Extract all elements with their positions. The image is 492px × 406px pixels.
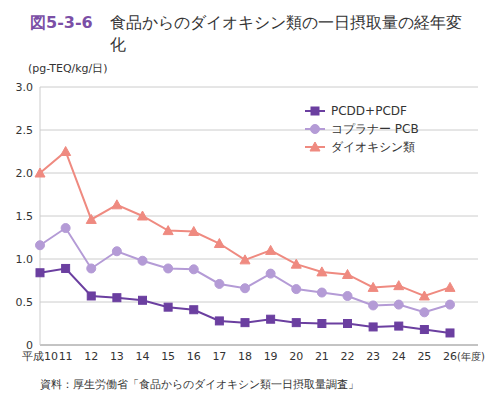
point xyxy=(241,284,250,293)
x-tick-label: 18 xyxy=(238,350,252,363)
source: 資料：厚生労働省「食品からのダイオキシン類一日摂取量調査」 xyxy=(40,378,359,391)
point xyxy=(394,281,404,290)
y-tick-label: 0.5 xyxy=(16,296,34,309)
grid-line xyxy=(40,302,478,303)
point xyxy=(61,147,71,156)
x-tick-label: 21 xyxy=(315,350,329,363)
legend-label: コプラナー PCB xyxy=(331,122,419,136)
x-tick-label: 14 xyxy=(136,350,150,363)
point xyxy=(138,211,148,220)
x-tick-label: 16 xyxy=(187,350,201,363)
point xyxy=(36,241,45,250)
point xyxy=(266,245,276,254)
point xyxy=(214,239,224,248)
x-tick-label: 15 xyxy=(161,350,175,363)
y-tick-label: 2.0 xyxy=(16,167,34,180)
point xyxy=(446,300,455,309)
point xyxy=(420,308,429,317)
point xyxy=(343,291,352,300)
legend-label: ダイオキシン類 xyxy=(331,140,415,154)
x-tick-label: 11 xyxy=(59,350,73,363)
legend-marker xyxy=(311,125,320,134)
grid-line xyxy=(40,87,478,88)
x-tick-label: 平成10 xyxy=(22,350,58,363)
point xyxy=(369,323,377,331)
x-tick-label: 12 xyxy=(84,350,98,363)
figure-label: 図5-3-6 xyxy=(30,12,93,34)
y-tick-label: 1.5 xyxy=(16,210,34,223)
point xyxy=(241,319,249,327)
series-line xyxy=(40,152,450,296)
point xyxy=(394,300,403,309)
series-line xyxy=(40,228,450,312)
point xyxy=(113,294,121,302)
point xyxy=(420,326,428,334)
y-tick-label: 3.0 xyxy=(16,81,34,94)
point xyxy=(292,319,300,327)
point xyxy=(138,256,147,265)
grid-line xyxy=(40,173,478,174)
grid-line xyxy=(40,216,478,217)
x-label: (年度) xyxy=(457,351,485,362)
point xyxy=(369,301,378,310)
point xyxy=(86,214,96,223)
chart: (pg-TEQ/kg/日)00.51.01.52.02.53.0平成101112… xyxy=(0,0,492,406)
x-tick-label: 24 xyxy=(392,350,406,363)
point xyxy=(344,320,352,328)
x-tick-label: 23 xyxy=(366,350,380,363)
point xyxy=(189,226,199,235)
point xyxy=(190,306,198,314)
y-axis xyxy=(40,87,41,345)
plot-area xyxy=(35,147,455,337)
point xyxy=(163,226,173,235)
point xyxy=(266,269,275,278)
legend-label: PCDD+PCDF xyxy=(331,104,407,118)
point xyxy=(419,291,429,300)
point xyxy=(395,322,403,330)
point xyxy=(87,264,96,273)
x-tick-label: 17 xyxy=(212,350,226,363)
x-tick-label: 25 xyxy=(417,350,431,363)
y-tick-label: 2.5 xyxy=(16,124,34,137)
point xyxy=(215,317,223,325)
point xyxy=(164,264,173,273)
point xyxy=(446,329,454,337)
point xyxy=(291,259,301,268)
y-label: (pg-TEQ/kg/日) xyxy=(28,62,108,75)
point xyxy=(61,224,70,233)
point xyxy=(317,288,326,297)
x-tick-label: 20 xyxy=(289,350,303,363)
point xyxy=(139,296,147,304)
x-tick-label: 26 xyxy=(443,350,457,363)
point xyxy=(318,320,326,328)
x-tick-label: 22 xyxy=(341,350,355,363)
point xyxy=(215,279,224,288)
title-block: 図5-3-6 食品からのダイオキシン類の一日摂取量の経年変化 xyxy=(30,12,470,56)
point xyxy=(368,282,378,291)
point xyxy=(164,303,172,311)
point xyxy=(445,282,455,291)
point xyxy=(343,269,353,278)
legend: PCDD+PCDF コプラナー PCB ダイオキシン類 xyxy=(305,104,419,154)
legend-marker xyxy=(311,107,319,115)
point xyxy=(292,285,301,294)
point xyxy=(87,292,95,300)
x-tick-label: 19 xyxy=(264,350,278,363)
grid-line xyxy=(40,345,478,346)
point xyxy=(112,247,121,256)
point xyxy=(317,267,327,276)
legend-marker xyxy=(310,142,320,151)
point xyxy=(267,315,275,323)
point xyxy=(189,265,198,274)
point xyxy=(240,255,250,264)
title: 食品からのダイオキシン類の一日摂取量の経年変化 xyxy=(110,12,470,56)
point xyxy=(35,168,45,177)
point xyxy=(62,264,70,272)
x-tick-label: 13 xyxy=(110,350,124,363)
y-tick-label: 1.0 xyxy=(16,253,34,266)
series-line xyxy=(40,268,450,333)
point xyxy=(36,269,44,277)
point xyxy=(112,200,122,209)
